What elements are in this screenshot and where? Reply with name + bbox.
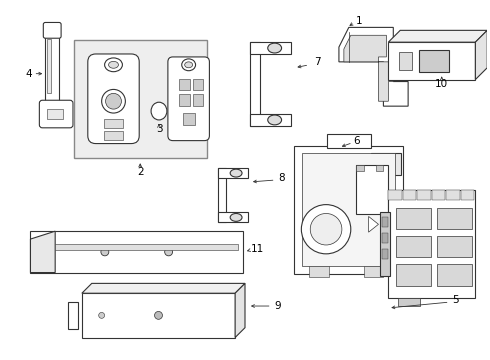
Text: 5: 5 — [452, 295, 459, 305]
Bar — [47, 109, 63, 119]
Bar — [250, 42, 292, 54]
Text: 6: 6 — [353, 136, 360, 145]
Bar — [356, 165, 389, 215]
Bar — [461, 190, 474, 200]
Polygon shape — [389, 30, 487, 42]
Bar — [47, 39, 51, 93]
Text: 1: 1 — [355, 15, 362, 26]
Polygon shape — [82, 283, 245, 293]
Bar — [103, 131, 123, 140]
Bar — [193, 94, 203, 106]
Bar — [250, 114, 292, 126]
Ellipse shape — [185, 62, 193, 68]
Bar — [382, 217, 389, 227]
Bar — [103, 119, 123, 128]
Bar — [219, 168, 248, 178]
Bar — [446, 190, 460, 200]
FancyBboxPatch shape — [39, 100, 73, 128]
Ellipse shape — [230, 213, 242, 221]
Bar — [437, 208, 472, 229]
Bar — [327, 134, 370, 148]
Bar — [302, 153, 395, 266]
Bar — [419, 50, 449, 72]
Bar — [179, 94, 190, 106]
Bar — [55, 244, 238, 250]
Bar — [389, 190, 402, 200]
Bar — [398, 298, 420, 306]
Bar — [403, 190, 416, 200]
FancyBboxPatch shape — [88, 54, 139, 144]
Bar — [396, 208, 431, 229]
Text: 9: 9 — [274, 301, 281, 311]
Bar — [399, 51, 412, 70]
FancyBboxPatch shape — [168, 57, 209, 141]
Polygon shape — [339, 27, 408, 106]
Ellipse shape — [230, 169, 242, 177]
Circle shape — [301, 204, 351, 254]
Text: 8: 8 — [278, 173, 285, 183]
Circle shape — [165, 248, 172, 256]
Bar — [309, 266, 329, 278]
Text: 11: 11 — [251, 244, 265, 254]
Bar — [389, 190, 475, 298]
Circle shape — [154, 311, 163, 319]
Ellipse shape — [268, 43, 282, 53]
Circle shape — [98, 312, 104, 318]
Bar — [74, 40, 207, 158]
Bar — [370, 153, 401, 175]
Bar — [382, 233, 389, 243]
Circle shape — [101, 89, 125, 113]
Polygon shape — [475, 30, 487, 80]
Circle shape — [101, 248, 109, 256]
Bar — [179, 78, 190, 90]
Bar — [193, 78, 203, 90]
Bar — [250, 42, 260, 126]
Bar — [82, 293, 235, 338]
Polygon shape — [235, 283, 245, 338]
Ellipse shape — [182, 59, 196, 71]
Bar — [219, 212, 248, 222]
Text: 10: 10 — [435, 78, 448, 89]
Ellipse shape — [151, 102, 167, 120]
Text: 4: 4 — [25, 69, 32, 79]
Polygon shape — [368, 216, 378, 232]
Text: 2: 2 — [137, 167, 144, 177]
Polygon shape — [344, 35, 393, 101]
Bar — [356, 165, 364, 171]
Bar — [437, 264, 472, 285]
Bar — [389, 42, 475, 80]
Bar — [396, 264, 431, 285]
Text: 3: 3 — [156, 124, 162, 134]
Ellipse shape — [268, 115, 282, 125]
FancyBboxPatch shape — [43, 22, 61, 38]
Polygon shape — [30, 231, 55, 273]
Bar — [375, 165, 383, 171]
Bar — [364, 266, 383, 278]
Bar — [294, 145, 403, 274]
Bar — [219, 168, 226, 222]
Ellipse shape — [109, 61, 119, 68]
Bar — [432, 190, 445, 200]
Bar — [437, 236, 472, 257]
Polygon shape — [68, 302, 78, 329]
Text: 7: 7 — [314, 57, 320, 67]
Bar — [382, 249, 389, 259]
Bar — [183, 113, 195, 125]
Bar — [396, 236, 431, 257]
Circle shape — [106, 93, 122, 109]
Bar — [380, 212, 391, 276]
Bar — [417, 190, 431, 200]
Bar — [30, 231, 243, 273]
Ellipse shape — [104, 58, 122, 72]
Bar — [45, 24, 59, 108]
Circle shape — [310, 213, 342, 245]
